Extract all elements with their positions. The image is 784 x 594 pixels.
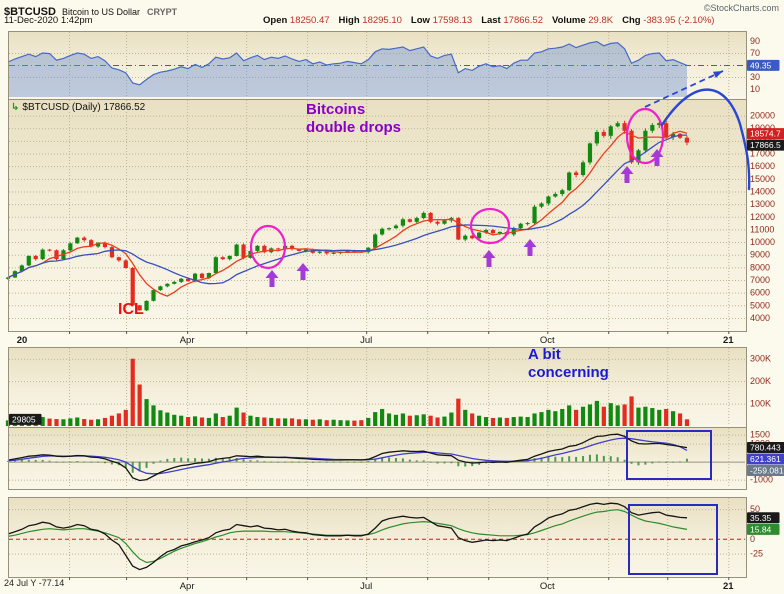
svg-text:621.361: 621.361 bbox=[750, 454, 781, 464]
x-axis-bottom: Apr Jul Oct 21 bbox=[69, 577, 734, 592]
svg-text:35.35: 35.35 bbox=[750, 513, 772, 523]
svg-text:50: 50 bbox=[750, 504, 760, 514]
svg-text:15.84: 15.84 bbox=[750, 524, 772, 534]
x-axis-top: 20 Apr Jul Oct 21 bbox=[17, 331, 734, 346]
copyright: ©StockCharts.com bbox=[703, 3, 779, 13]
chart-datetime: 11-Dec-2020 1:42pm bbox=[4, 15, 93, 26]
svg-text:-259.081: -259.081 bbox=[750, 466, 784, 476]
svg-text:17000: 17000 bbox=[750, 149, 775, 159]
y-axis-labels: 9070503010200001900018000170001600015000… bbox=[750, 36, 775, 559]
svg-text:780.443: 780.443 bbox=[750, 443, 781, 453]
lower-oscillator bbox=[7, 502, 688, 571]
svg-text:Oct: Oct bbox=[540, 335, 555, 346]
quote-open-value: 18250.47 bbox=[289, 15, 330, 26]
svg-text:0: 0 bbox=[750, 534, 755, 544]
symbol-label: $BTCUSD bbox=[4, 6, 56, 18]
svg-text:12000: 12000 bbox=[750, 212, 775, 222]
svg-text:90: 90 bbox=[750, 36, 760, 46]
svg-text:100K: 100K bbox=[750, 399, 771, 409]
svg-text:Oct: Oct bbox=[540, 581, 555, 592]
quote-last-value: 17866.52 bbox=[503, 15, 543, 26]
svg-text:6000: 6000 bbox=[750, 288, 770, 298]
quote-volume-label: Volume bbox=[552, 15, 586, 26]
svg-text:4000: 4000 bbox=[750, 313, 770, 323]
symbol-name: Bitcoin to US Dollar bbox=[61, 7, 140, 17]
svg-text:15000: 15000 bbox=[750, 174, 775, 184]
legend-symbol: $BTCUSD (Daily) bbox=[22, 102, 101, 113]
svg-text:Jul: Jul bbox=[360, 581, 372, 592]
svg-text:17866.5: 17866.5 bbox=[750, 140, 781, 150]
macd-indicator bbox=[7, 433, 688, 482]
svg-text:10: 10 bbox=[750, 84, 760, 94]
annotation-double-drops: Bitcoins double drops bbox=[306, 101, 401, 137]
annotation-concerning: A bit concerning bbox=[528, 346, 609, 382]
quote-line: Open 18250.47 High 18295.10 Low 17598.13… bbox=[263, 15, 714, 26]
quote-chg-label: Chg bbox=[622, 15, 641, 26]
quote-volume-value: 29.8K bbox=[588, 15, 614, 26]
panel-borders bbox=[8, 31, 747, 578]
annotations-overlay bbox=[249, 70, 751, 575]
svg-text:20000: 20000 bbox=[750, 111, 775, 121]
header-title-row: $BTCUSD Bitcoin to US Dollar CRYPT bbox=[4, 2, 177, 20]
svg-text:1500: 1500 bbox=[750, 430, 770, 440]
svg-text:-1000: -1000 bbox=[750, 475, 773, 485]
price-moving-averages bbox=[7, 130, 688, 297]
legend-icon: ↳ bbox=[11, 102, 20, 113]
svg-text:200K: 200K bbox=[750, 376, 771, 386]
quote-last-label: Last bbox=[481, 15, 501, 26]
svg-text:70: 70 bbox=[750, 48, 760, 58]
quote-chg-value: -383.95 (-2.10%) bbox=[643, 15, 715, 26]
quote-high-value: 18295.10 bbox=[362, 15, 402, 26]
legend-value: 17866.52 bbox=[103, 102, 146, 113]
quote-low-label: Low bbox=[410, 15, 430, 26]
svg-text:11000: 11000 bbox=[750, 224, 774, 234]
svg-text:29805: 29805 bbox=[12, 414, 36, 424]
svg-text:14000: 14000 bbox=[750, 186, 775, 196]
footer-note: 24 Jul Y -77.14 bbox=[4, 578, 65, 588]
svg-text:10000: 10000 bbox=[750, 237, 775, 247]
svg-text:13000: 13000 bbox=[750, 199, 775, 209]
svg-text:18574.7: 18574.7 bbox=[750, 129, 781, 139]
svg-text:Apr: Apr bbox=[180, 581, 195, 592]
annotation-icl: ICL bbox=[118, 301, 144, 318]
svg-text:21: 21 bbox=[723, 335, 734, 346]
volume-bars bbox=[5, 358, 690, 426]
svg-text:300K: 300K bbox=[750, 354, 771, 364]
exchange-label: CRYPT bbox=[146, 7, 178, 17]
quote-high-label: High bbox=[338, 15, 360, 26]
svg-text:-25: -25 bbox=[750, 549, 763, 559]
price-legend: ↳ $BTCUSD (Daily) 17866.52 bbox=[11, 102, 145, 113]
quote-open-label: Open bbox=[263, 15, 288, 26]
svg-text:21: 21 bbox=[723, 581, 734, 592]
svg-text:20: 20 bbox=[17, 335, 28, 346]
rsi-indicator bbox=[7, 40, 688, 97]
svg-text:16000: 16000 bbox=[750, 161, 775, 171]
quote-low-value: 17598.13 bbox=[432, 15, 473, 26]
svg-text:Jul: Jul bbox=[360, 335, 372, 346]
svg-text:8000: 8000 bbox=[750, 262, 770, 272]
svg-text:7000: 7000 bbox=[750, 275, 770, 285]
svg-text:5000: 5000 bbox=[750, 300, 770, 310]
svg-text:Apr: Apr bbox=[180, 335, 195, 346]
svg-text:49.35: 49.35 bbox=[750, 60, 772, 70]
svg-text:9000: 9000 bbox=[750, 250, 770, 260]
svg-text:30: 30 bbox=[750, 72, 760, 82]
